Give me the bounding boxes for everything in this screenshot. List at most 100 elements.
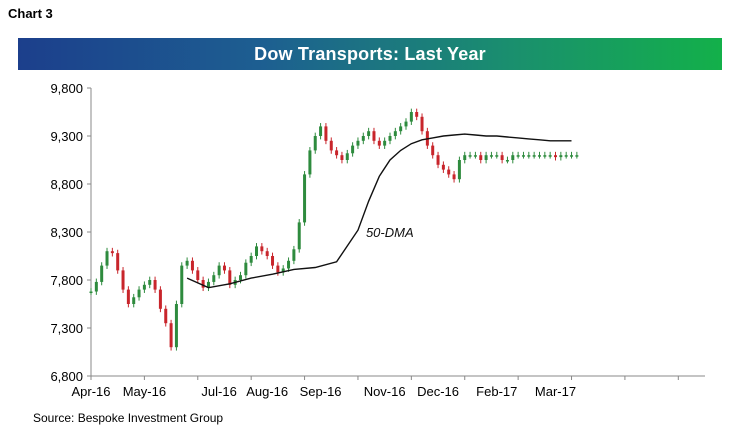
- candle-body: [303, 174, 307, 223]
- candle-body: [473, 155, 477, 157]
- candle-body: [185, 260, 189, 266]
- y-tick-label: 7,800: [50, 273, 83, 288]
- candle-body: [313, 136, 317, 151]
- candle-body: [174, 304, 178, 348]
- candle-body: [287, 260, 291, 269]
- candle-body: [351, 145, 355, 154]
- x-tick-label: Feb-17: [476, 384, 517, 399]
- candle-body: [228, 270, 232, 285]
- candle-body: [367, 131, 371, 136]
- candle-body: [319, 126, 323, 136]
- candle-body: [148, 280, 152, 285]
- candle-body: [105, 251, 109, 266]
- candle-body: [89, 291, 93, 294]
- candle-body: [409, 112, 413, 122]
- candle-body: [249, 256, 253, 263]
- candle-body: [142, 284, 146, 290]
- y-tick-label: 6,800: [50, 369, 83, 384]
- candle-body: [436, 155, 440, 165]
- candle-body: [511, 155, 515, 160]
- price-candles: [89, 108, 579, 351]
- x-tick-label: Apr-16: [71, 384, 110, 399]
- candle-body: [206, 281, 210, 288]
- candle-body: [356, 140, 360, 146]
- candle-body: [484, 155, 488, 160]
- candle-body: [153, 280, 157, 290]
- candle-body: [244, 262, 248, 276]
- candle-body: [190, 260, 194, 271]
- candle-body: [180, 265, 184, 304]
- candle-body: [110, 251, 114, 254]
- candle-body: [452, 174, 456, 180]
- candle-body: [100, 265, 104, 282]
- candle-body: [308, 150, 312, 175]
- candle-body: [532, 155, 536, 157]
- candle-body: [468, 155, 472, 157]
- candle-body: [388, 136, 392, 141]
- y-tick-label: 8,800: [50, 177, 83, 192]
- candle-body: [217, 265, 221, 276]
- candle-body: [361, 136, 365, 141]
- ma-annotation: 50-DMA: [366, 225, 414, 240]
- candle-body: [132, 297, 136, 304]
- candle-body: [554, 155, 558, 158]
- candle-body: [479, 155, 483, 160]
- candle-body: [196, 270, 200, 280]
- x-tick-label: Mar-17: [535, 384, 576, 399]
- candle-body: [527, 155, 531, 157]
- candle-body: [137, 289, 141, 298]
- x-tick-label: May-16: [123, 384, 166, 399]
- candle-body: [121, 270, 125, 290]
- x-tick-label: Nov-16: [364, 384, 406, 399]
- candle-body: [255, 246, 259, 256]
- candle-body: [265, 251, 269, 256]
- candle-body: [377, 140, 381, 146]
- candle-body: [447, 169, 451, 175]
- candle-body: [164, 308, 168, 324]
- candle-body: [521, 155, 525, 157]
- candle-body: [212, 275, 216, 282]
- candle-body: [516, 155, 520, 157]
- chart-title: Dow Transports: Last Year: [254, 43, 486, 64]
- candle-body: [431, 145, 435, 156]
- candle-body: [271, 256, 275, 266]
- candle-body: [222, 265, 226, 271]
- candle-body: [297, 222, 301, 250]
- chart-number-label: Chart 3: [8, 6, 53, 21]
- candle-body: [383, 140, 387, 146]
- candle-body: [276, 265, 280, 273]
- candle-body: [340, 155, 344, 160]
- candle-body: [500, 155, 504, 160]
- candle-body: [559, 155, 563, 158]
- title-banner: Dow Transports: Last Year: [18, 38, 722, 70]
- candle-body: [260, 246, 264, 252]
- y-tick-label: 9,800: [50, 81, 83, 96]
- candle-body: [537, 155, 541, 157]
- candle-body: [570, 155, 574, 157]
- candle-body: [404, 121, 408, 127]
- candle-body: [324, 126, 328, 141]
- candle-body: [548, 155, 552, 157]
- candle-body: [116, 253, 120, 271]
- candle-body: [372, 131, 376, 141]
- candle-body: [420, 116, 424, 132]
- candle-body: [201, 280, 205, 288]
- ma-50-line: [186, 133, 572, 289]
- candle-body: [329, 140, 333, 151]
- candle-body: [415, 112, 419, 117]
- candle-body: [457, 160, 461, 180]
- candle-body: [94, 281, 98, 292]
- candle-body: [463, 155, 467, 160]
- x-tick-label: Sep-16: [300, 384, 342, 399]
- x-tick-label: Dec-16: [417, 384, 459, 399]
- y-tick-label: 8,300: [50, 225, 83, 240]
- source-note: Source: Bespoke Investment Group: [33, 411, 224, 425]
- candle-body: [393, 131, 397, 136]
- y-tick-label: 7,300: [50, 321, 83, 336]
- candle-body: [292, 249, 296, 261]
- candle-body: [564, 155, 568, 157]
- candle-body: [505, 160, 509, 162]
- candle-body: [543, 155, 547, 157]
- candle-body: [399, 126, 403, 132]
